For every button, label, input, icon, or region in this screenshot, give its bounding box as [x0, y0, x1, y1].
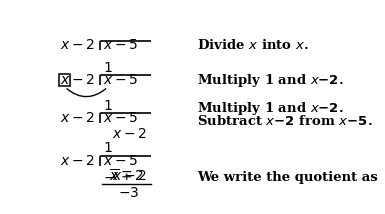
Text: Multiply 1 and $\mathbf{\mathit{x}}\mathbf{-2}$.: Multiply 1 and $\mathbf{\mathit{x}}\math… — [197, 100, 344, 117]
Text: $x-2$: $x-2$ — [112, 127, 147, 141]
Text: $x-5$: $x-5$ — [103, 111, 139, 125]
Text: Divide $\mathbf{\mathit{x}}$ into $\mathbf{\mathit{x}}$.: Divide $\mathbf{\mathit{x}}$ into $\math… — [197, 39, 309, 52]
FancyArrowPatch shape — [67, 89, 106, 97]
Text: $1$: $1$ — [103, 61, 113, 75]
Bar — [59, 74, 70, 86]
Text: $x-2$: $x-2$ — [60, 111, 95, 125]
Text: $x-5$: $x-5$ — [103, 73, 139, 87]
Text: $-3$: $-3$ — [118, 186, 139, 200]
Text: $x-5$: $x-5$ — [103, 154, 139, 168]
Text: We write the quotient as: We write the quotient as — [197, 171, 378, 184]
Text: $x-2$: $x-2$ — [112, 169, 147, 183]
Text: Subtract $\mathbf{\mathit{x}}\mathbf{-2}$ from $\mathbf{\mathit{x}}\mathbf{-5}$.: Subtract $\mathbf{\mathit{x}}\mathbf{-2}… — [197, 114, 373, 128]
Text: Multiply 1 and $\mathbf{\mathit{x}}\mathbf{-2}$.: Multiply 1 and $\mathbf{\mathit{x}}\math… — [197, 71, 344, 89]
Text: $1$: $1$ — [103, 141, 113, 155]
Text: $1$: $1$ — [103, 99, 113, 113]
Text: $\overline{x}\mp 2$: $\overline{x}\mp 2$ — [109, 168, 144, 185]
Text: $x-2$: $x-2$ — [60, 39, 95, 52]
Text: $x-2$: $x-2$ — [60, 154, 95, 168]
Text: $x-5$: $x-5$ — [103, 39, 139, 52]
Text: $-$: $-$ — [103, 169, 116, 183]
Text: $x-2$: $x-2$ — [60, 73, 95, 87]
